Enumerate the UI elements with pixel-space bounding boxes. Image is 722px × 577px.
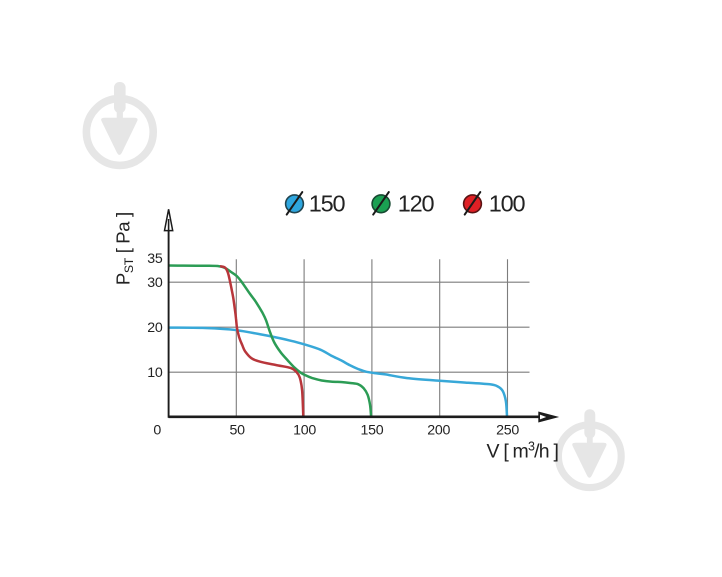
svg-text:150: 150	[309, 190, 346, 216]
svg-text:50: 50	[230, 422, 246, 438]
svg-text:200: 200	[427, 422, 450, 438]
svg-text:100: 100	[293, 422, 316, 438]
svg-text:250: 250	[496, 422, 519, 438]
svg-text:V [ m3/h ]: V [ m3/h ]	[487, 439, 559, 462]
svg-text:150: 150	[360, 422, 383, 438]
svg-text:100: 100	[489, 190, 526, 216]
svg-text:PST [ Pa ]: PST [ Pa ]	[112, 212, 136, 285]
svg-text:20: 20	[147, 320, 163, 336]
svg-text:10: 10	[147, 365, 163, 381]
svg-text:35: 35	[147, 251, 163, 267]
svg-text:120: 120	[398, 190, 435, 216]
svg-text:30: 30	[147, 275, 163, 291]
svg-text:0: 0	[153, 422, 161, 438]
